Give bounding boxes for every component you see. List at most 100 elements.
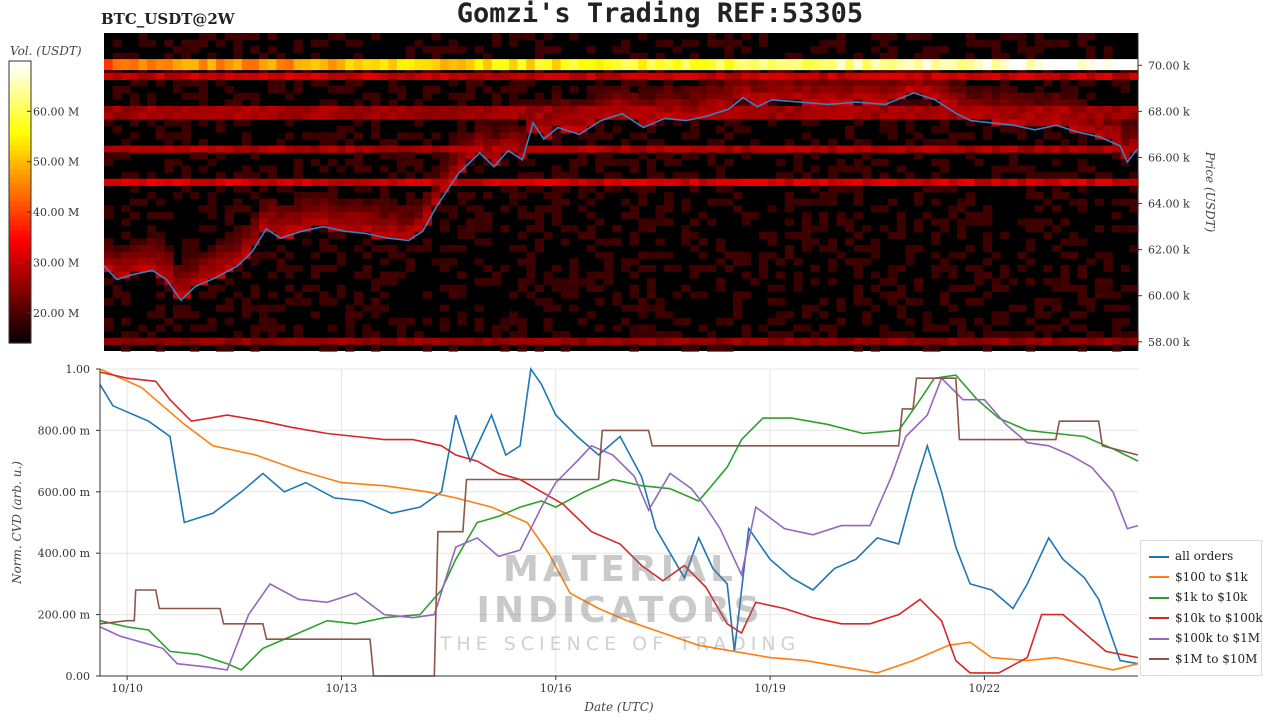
heat-cell: [517, 99, 527, 107]
heat-cell: [603, 99, 613, 107]
heat-cell: [172, 264, 183, 273]
heat-cell: [414, 205, 424, 213]
heat-cell: [913, 225, 924, 233]
heat-cell: [845, 145, 855, 153]
heat-cell: [621, 46, 631, 54]
heat-cell: [758, 251, 769, 259]
heat-cell: [836, 337, 846, 345]
heat-cell: [534, 39, 545, 47]
heat-cell: [121, 139, 131, 147]
heat-cell: [646, 331, 657, 339]
heat-cell: [224, 337, 234, 345]
heat-cell: [948, 105, 958, 114]
heat-cell: [862, 172, 872, 180]
heat-cell: [689, 72, 700, 80]
heat-cell: [982, 324, 993, 332]
heat-cell: [371, 92, 381, 100]
heat-cell: [319, 132, 329, 140]
heat-cell: [517, 211, 527, 220]
heat-cell: [345, 344, 355, 352]
colorbar-cell: [9, 126, 31, 133]
heat-cell: [870, 337, 881, 345]
heat-cell: [259, 52, 269, 61]
heat-cell: [534, 99, 545, 107]
heat-cell: [1077, 298, 1087, 306]
heat-cell: [267, 331, 277, 339]
heat-cell: [414, 245, 424, 253]
heat-band-cell: [1103, 59, 1113, 71]
heat-cell: [302, 112, 312, 120]
heat-cell: [612, 172, 622, 180]
heat-cell: [457, 145, 467, 153]
heat-cell: [638, 72, 648, 80]
heat-cell: [198, 72, 208, 80]
heat-cell: [1094, 105, 1105, 114]
heat-cell: [336, 178, 346, 186]
heat-cell: [483, 119, 493, 127]
heat-band-cell: [216, 59, 226, 71]
heat-cell: [1103, 72, 1113, 80]
heat-cell: [612, 298, 622, 306]
heat-cell: [974, 145, 984, 153]
heat-cell: [827, 172, 838, 180]
heat-cell: [526, 251, 536, 259]
heat-cell: [396, 112, 407, 120]
heat-cell: [853, 258, 863, 266]
heat-cell: [793, 278, 803, 286]
heat-cell: [931, 52, 941, 61]
heat-cell: [870, 145, 881, 153]
heat-cell: [293, 264, 303, 273]
heat-cell: [1129, 205, 1139, 213]
heat-cell: [1043, 298, 1053, 306]
heat-cell: [646, 145, 657, 153]
heat-cell: [104, 158, 114, 167]
heat-cell: [862, 317, 872, 326]
heat-cell: [457, 284, 467, 292]
heat-cell: [448, 158, 458, 167]
heat-cell: [500, 158, 510, 167]
heat-cell: [1043, 112, 1053, 120]
heat-cell: [655, 39, 665, 47]
heat-cell: [371, 331, 381, 339]
heat-cell: [233, 264, 243, 273]
heat-cell: [284, 271, 295, 279]
heat-cell: [1086, 119, 1096, 127]
heat-cell: [1094, 337, 1105, 345]
heat-cell: [913, 72, 924, 80]
heat-cell: [388, 337, 398, 345]
heat-cell: [474, 258, 484, 266]
heat-cell: [750, 278, 760, 286]
heat-cell: [784, 92, 794, 100]
heat-cell: [164, 132, 174, 140]
heat-cell: [233, 198, 243, 206]
heat-band-cell: [474, 59, 484, 71]
heat-cell: [741, 211, 751, 220]
heat-cell: [681, 231, 691, 239]
heat-cell: [603, 258, 613, 266]
heat-cell: [922, 105, 932, 114]
heat-cell: [552, 92, 562, 100]
heat-cell: [371, 304, 381, 312]
heat-cell: [241, 139, 252, 147]
heat-cell: [1094, 331, 1105, 339]
heat-cell: [707, 145, 717, 153]
heat-cell: [181, 52, 191, 61]
heat-cell: [396, 86, 407, 94]
heat-cell: [646, 92, 657, 100]
heat-cell: [784, 331, 794, 339]
heat-cell: [104, 72, 114, 80]
heat-cell: [1112, 112, 1122, 120]
heat-cell: [948, 86, 958, 94]
heat-cell: [371, 205, 381, 213]
heat-cell: [1043, 331, 1053, 339]
colorbar-cell: [9, 239, 31, 245]
heat-cell: [138, 258, 148, 266]
heat-cell: [1103, 132, 1113, 140]
heat-cell: [138, 198, 148, 206]
heat-cell: [181, 112, 191, 120]
heat-band-cell: [1051, 59, 1062, 71]
heat-cell: [801, 304, 812, 312]
heat-cell: [586, 178, 596, 186]
heat-cell: [181, 46, 191, 54]
heat-cell: [216, 258, 226, 266]
